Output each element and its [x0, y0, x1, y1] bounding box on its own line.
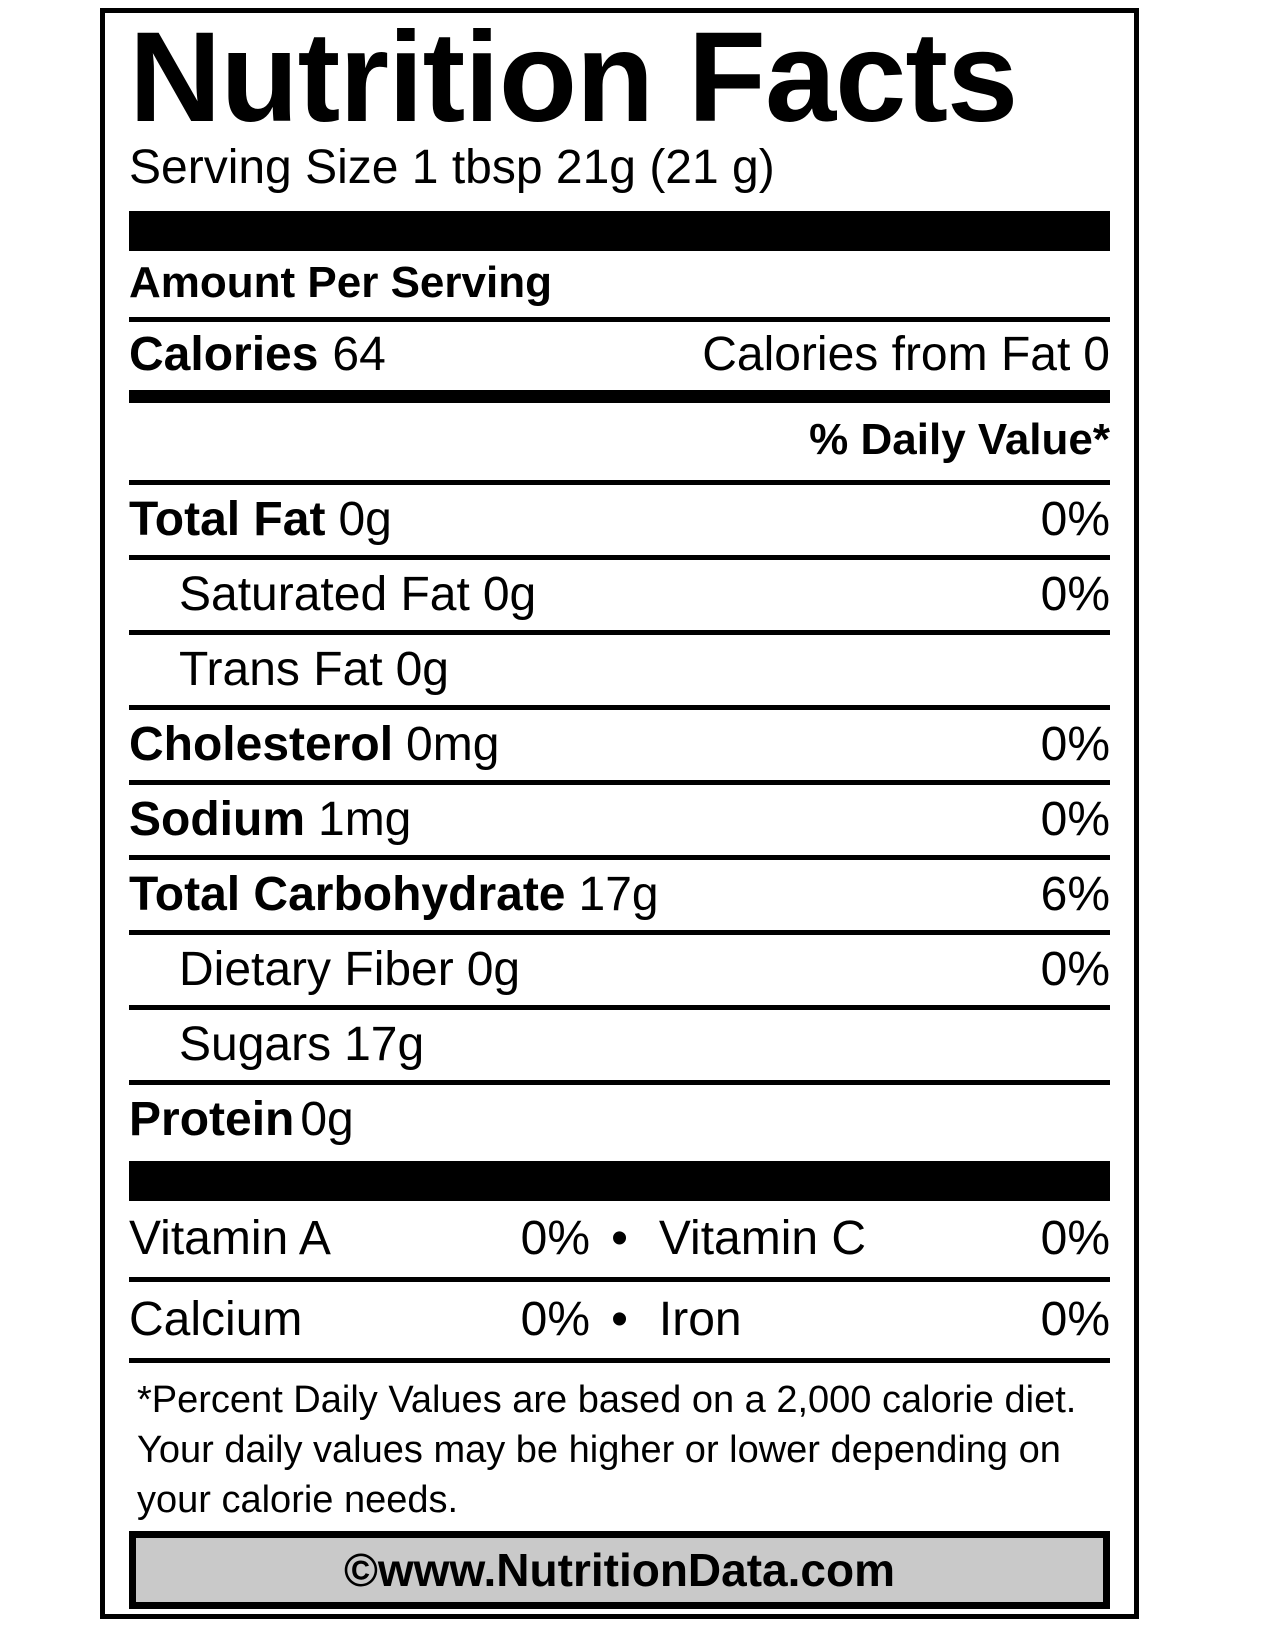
nutrient-row-cholesterol: Cholesterol 0mg 0%: [129, 710, 1110, 785]
separator-bar-top: [129, 210, 1110, 251]
footnote-line: your calorie needs.: [137, 1478, 459, 1521]
nutrient-row-total-fat: Total Fat 0g 0%: [129, 485, 1110, 560]
nutrient-amount: 0g: [466, 942, 521, 996]
nutrient-daily-value: 0%: [1040, 942, 1110, 996]
label-title: Nutrition Facts: [129, 6, 1018, 149]
footnote: *Percent Daily Values are based on a 2,0…: [129, 1375, 1110, 1525]
nutrient-name: Total Fat: [129, 492, 326, 546]
nutrient-name: Sugars: [179, 1017, 332, 1071]
nutrient-row-sodium: Sodium 1mg 0%: [129, 785, 1110, 860]
nutrient-amount: 0g: [395, 642, 449, 696]
calories-row: Calories 64 Calories from Fat 0: [129, 322, 1110, 390]
footnote-line: *Percent Daily Values are based on a 2,0…: [137, 1378, 1077, 1421]
calories-from-fat-label: Calories from Fat: [702, 328, 1071, 382]
serving-size: Serving Size 1 tbsp 21g (21 g): [129, 140, 775, 194]
micronutrient-row-vitamins: Vitamin A 0% • Vitamin C 0%: [129, 1201, 1110, 1282]
nutrient-row-trans-fat: Trans Fat 0g: [129, 635, 1110, 710]
calories-from-fat: Calories from Fat 0: [702, 328, 1110, 382]
amount-per-serving-heading: Amount Per Serving: [129, 251, 1110, 323]
nutrient-row-saturated-fat: Saturated Fat 0g 0%: [129, 560, 1110, 635]
nutrient-name: Trans Fat: [179, 642, 383, 696]
vitamin-a-label: Vitamin A: [129, 1211, 331, 1265]
nutrient-amount: 17g: [578, 867, 659, 921]
calories-from-fat-value: 0: [1083, 328, 1110, 382]
footer-site-text: ©www.NutritionData.com: [344, 1543, 895, 1596]
nutrient-row-protein: Protein 0g: [129, 1085, 1110, 1155]
nutrition-facts-label: Nutrition Facts Serving Size 1 tbsp 21g …: [100, 8, 1139, 1619]
calories-value: 64: [332, 328, 386, 382]
footnote-line: Your daily values may be higher or lower…: [137, 1428, 1061, 1471]
calcium-value: 0%: [520, 1292, 591, 1346]
nutrient-amount: 1mg: [318, 792, 412, 846]
separator-bar-medium: [129, 390, 1110, 404]
calories-left: Calories 64: [129, 328, 386, 382]
nutrient-name: Protein: [129, 1092, 295, 1146]
vitamin-c-value: 0%: [1040, 1211, 1110, 1265]
calcium-label: Calcium: [129, 1292, 303, 1346]
nutrient-name: Cholesterol: [129, 717, 394, 771]
nutrient-name: Dietary Fiber: [179, 942, 454, 996]
vitamin-a-value: 0%: [520, 1211, 591, 1265]
nutrient-daily-value: 6%: [1040, 867, 1110, 921]
vitamin-c-label: Vitamin C: [658, 1211, 867, 1265]
iron-label: Iron: [658, 1292, 742, 1346]
nutrient-row-total-carbohydrate: Total Carbohydrate 17g 6%: [129, 860, 1110, 935]
calories-label: Calories: [129, 328, 319, 382]
nutrient-amount: 0mg: [406, 717, 500, 771]
nutrient-amount: 0g: [338, 492, 392, 546]
bullet-separator: •: [611, 1211, 628, 1265]
footer-site-box: ©www.NutritionData.com: [129, 1530, 1110, 1609]
nutrient-name: Saturated Fat: [179, 567, 470, 621]
nutrient-daily-value: 0%: [1040, 492, 1110, 546]
nutrient-daily-value: 0%: [1040, 792, 1110, 846]
bullet-separator: •: [611, 1292, 628, 1346]
nutrient-daily-value: 0%: [1040, 717, 1110, 771]
separator-bar-bottom: [129, 1160, 1110, 1201]
nutrient-daily-value: 0%: [1040, 567, 1110, 621]
nutrient-amount: 17g: [344, 1017, 425, 1071]
daily-value-header: % Daily Value*: [129, 403, 1110, 485]
nutrient-name: Total Carbohydrate: [129, 867, 566, 921]
nutrient-name: Sodium: [129, 792, 305, 846]
nutrient-row-dietary-fiber: Dietary Fiber 0g 0%: [129, 935, 1110, 1010]
nutrient-amount: 0g: [482, 567, 537, 621]
nutrient-row-sugars: Sugars 17g: [129, 1010, 1110, 1085]
micronutrient-row-minerals: Calcium 0% • Iron 0%: [129, 1282, 1110, 1363]
nutrient-amount: 0g: [300, 1092, 354, 1146]
iron-value: 0%: [1040, 1292, 1110, 1346]
